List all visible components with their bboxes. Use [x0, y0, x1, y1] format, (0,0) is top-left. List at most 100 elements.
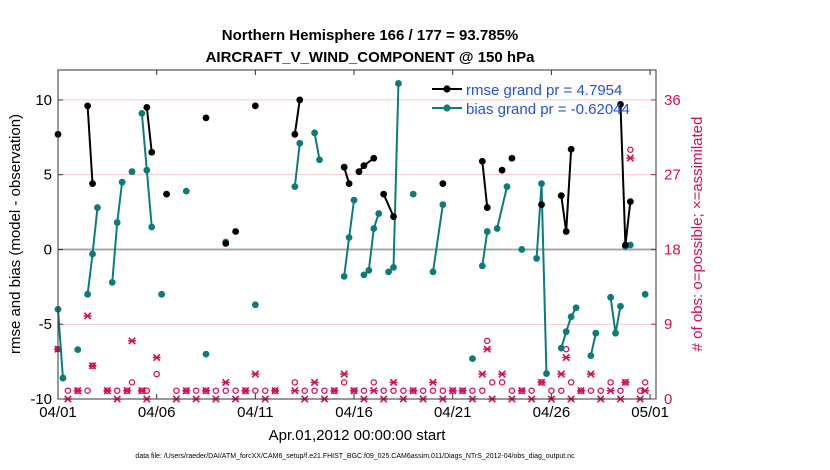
bias-point [641, 290, 649, 298]
rmse-point [148, 148, 156, 156]
rmse-point [340, 163, 348, 171]
bias-line-segment-19 [481, 231, 489, 267]
bias-point [617, 302, 624, 310]
legend: rmse grand pr = 4.7954 bias grand pr = -… [432, 82, 630, 118]
rmse-point [370, 154, 378, 162]
plot-background [58, 70, 656, 399]
bias-point [128, 168, 136, 176]
obs-possible-point [528, 387, 535, 394]
obs-possible-point [469, 387, 476, 394]
obs-possible-point [173, 387, 180, 394]
obs-assimilated-point [83, 312, 92, 320]
bias-point [390, 264, 397, 271]
obs-assimilated-point [557, 370, 566, 378]
bias-point [311, 129, 318, 137]
rmse-line-segment-1 [86, 105, 94, 184]
y-right-tick-label-2: 18 [664, 241, 681, 258]
bias-point [587, 352, 595, 360]
bias-point [409, 190, 417, 198]
obs-possible-point [484, 337, 491, 345]
obs-assimilated-point [330, 386, 339, 395]
rmse-point [617, 100, 624, 108]
obs-assimilated-point [137, 386, 146, 395]
y-axis-label-left: rmse and bias (model - observation) [7, 114, 24, 354]
bias-point [503, 183, 511, 191]
legend-label-rmse: rmse grand pr = 4.7954 [466, 82, 622, 99]
bias-point [138, 109, 146, 117]
obs-possible-point [419, 387, 427, 394]
legend-item-bias: bias grand pr = -0.62044 [432, 101, 630, 118]
bias-point [518, 246, 526, 253]
rmse-point [483, 204, 491, 211]
obs-possible-point [311, 387, 318, 394]
bias-point [607, 293, 615, 301]
plot-area [54, 69, 657, 403]
bias-point [612, 329, 619, 337]
obs-assimilated-point [562, 353, 571, 362]
bias-point [543, 370, 550, 377]
chart-title: Northern Hemisphere 166 / 177 = 93.785% [222, 27, 518, 44]
obs-possible-point [400, 387, 407, 394]
right-y-axis-ticks: 0 9 18 27 36 [651, 92, 681, 408]
bias-point [562, 328, 570, 336]
obs-possible-point [340, 379, 348, 386]
obs-possible-point [113, 387, 121, 394]
bias-point [202, 350, 210, 358]
y-tick-label-3: 5 [44, 167, 52, 184]
bias-point [395, 80, 402, 87]
bias-point [108, 278, 116, 286]
obs-possible-point [617, 387, 624, 394]
obs-assimilated-point [182, 386, 191, 395]
y-tick-label-4: 10 [35, 92, 52, 109]
rmse-point [296, 96, 304, 104]
obs-assimilated-point [73, 386, 82, 395]
obs-assimilated-point [340, 370, 349, 378]
bias-line-segment-24 [589, 332, 597, 356]
obs-assimilated-point [537, 378, 546, 387]
obs-possible-point [370, 379, 378, 386]
bias-point [350, 196, 358, 204]
bias-point [143, 166, 151, 174]
obs-assimilated-point [586, 370, 595, 378]
bias-line-segment-11 [293, 143, 301, 187]
bias-point [94, 204, 101, 211]
bias-point [478, 262, 486, 270]
bias-point [84, 290, 92, 298]
bias-line-segment-23 [560, 307, 577, 349]
plot-frame [57, 69, 657, 400]
obs-possible-point [64, 387, 72, 394]
bias-point [469, 355, 476, 363]
left-y-axis-ticks: -10 -5 0 5 10 [30, 92, 63, 408]
x-axis-ticks: 04/01 04/06 04/11 04/16 04/21 04/26 05/01 [39, 70, 669, 421]
obs-assimilated-point [271, 386, 280, 395]
rmse-point [163, 190, 170, 198]
obs-possible-point [558, 387, 565, 394]
obs-assimilated-point [123, 386, 132, 395]
obs-possible-point [390, 387, 397, 394]
obs-assimilated-point [350, 386, 359, 395]
obs-possible-point [380, 387, 387, 394]
x-tick-label-1: 04/06 [138, 404, 176, 421]
obs-assimilated-point [290, 386, 299, 395]
bias-point [493, 225, 501, 232]
rmse-point [222, 240, 230, 247]
obs-possible-point [212, 387, 220, 394]
obs-possible-point [498, 379, 506, 386]
legend-marker-rmse [443, 85, 451, 93]
data-file-footnote: data file: /Users/raeder/DAI/ATM_forcXX/… [135, 453, 575, 460]
legend-marker-bias [443, 104, 451, 112]
obs-assimilated-point [478, 370, 487, 378]
bias-line-segment-20 [496, 186, 508, 229]
obs-assimilated-point [577, 386, 586, 395]
rmse-point [508, 154, 516, 162]
obs-assimilated-point [409, 386, 418, 395]
obs-assimilated-point [241, 386, 250, 395]
obs-assimilated-point [448, 386, 457, 395]
bias-point [557, 344, 565, 352]
bias-point [113, 219, 121, 226]
obs-possible-point [232, 387, 239, 394]
obs-possible-point [301, 387, 308, 394]
bias-point [340, 272, 348, 280]
obs-assimilated-point [152, 353, 161, 362]
obs-possible-point [508, 387, 516, 394]
